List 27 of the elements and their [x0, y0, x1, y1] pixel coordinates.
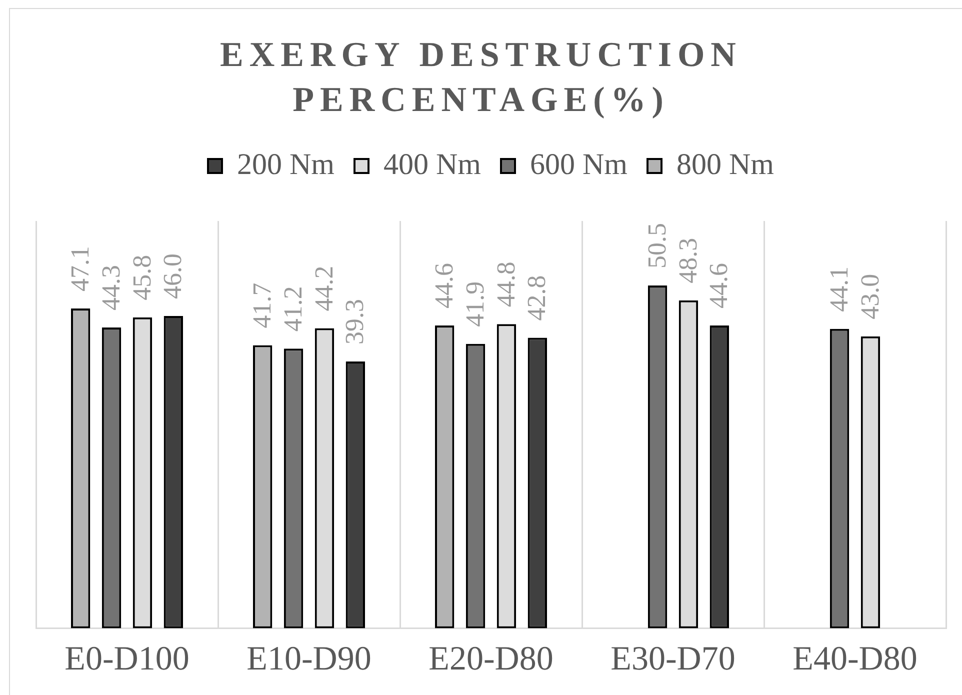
- data-label: 43.0: [855, 274, 884, 320]
- data-label: 41.7: [247, 282, 276, 328]
- data-label: 47.1: [65, 246, 94, 292]
- data-label: 44.6: [704, 263, 734, 309]
- x-tick-label: E40-D80: [792, 640, 918, 678]
- data-label: 42.8: [522, 275, 552, 321]
- legend-label: 400 Nm: [384, 148, 481, 181]
- legend-label: 800 Nm: [676, 148, 774, 181]
- data-label: 39.3: [340, 298, 370, 344]
- x-tick-label: E0-D100: [64, 640, 190, 678]
- legend-label: 200 Nm: [237, 148, 334, 181]
- legend-label: 600 Nm: [530, 148, 628, 181]
- data-label: 50.5: [642, 222, 672, 268]
- data-label: 44.6: [429, 263, 458, 309]
- data-label: 46.0: [158, 254, 188, 300]
- chart-title: EXERGY DESTRUCTION PERCENTAGE(%): [219, 34, 743, 121]
- data-label: 44.1: [824, 266, 854, 312]
- data-label: 41.2: [278, 286, 308, 332]
- data-label: 44.8: [491, 262, 520, 308]
- x-tick-label: E30-D70: [610, 640, 736, 678]
- data-label: 44.2: [309, 266, 338, 312]
- x-tick-label: E10-D90: [246, 640, 372, 678]
- data-label: 41.9: [460, 281, 490, 327]
- data-label: 48.3: [673, 238, 702, 284]
- data-label: 44.3: [96, 265, 126, 311]
- x-tick-label: E20-D80: [428, 640, 554, 678]
- data-label: 45.8: [127, 254, 156, 300]
